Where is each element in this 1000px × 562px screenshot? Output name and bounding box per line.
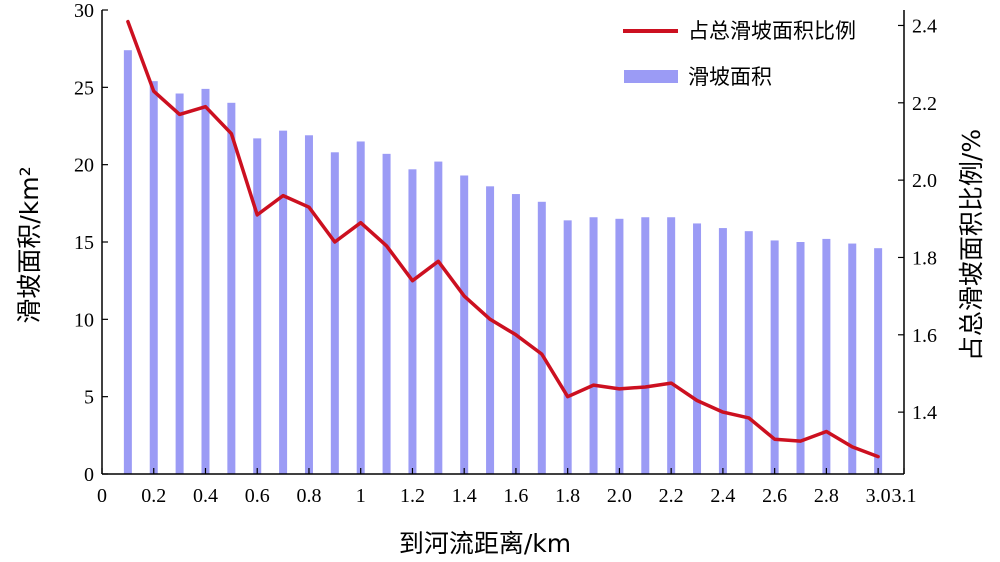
y-tick-label: 5 xyxy=(84,387,94,409)
y2-tick-label: 1.4 xyxy=(912,402,937,424)
bar xyxy=(667,217,676,474)
y2-tick-label: 2.0 xyxy=(912,170,937,192)
bar xyxy=(149,81,158,474)
y-axis-label: 滑坡面积/km² xyxy=(15,166,44,323)
bar xyxy=(330,152,339,474)
x-tick-label: 2.8 xyxy=(814,485,839,507)
bar xyxy=(382,153,391,474)
axes xyxy=(101,9,905,475)
y2-tick-label: 1.6 xyxy=(912,325,937,347)
bar xyxy=(175,93,184,475)
x-tick-label: 0.6 xyxy=(245,485,270,507)
bar xyxy=(123,50,132,475)
y-tick-label: 10 xyxy=(74,309,94,331)
x-tick-label: 2.0 xyxy=(607,485,632,507)
y-tick-label: 30 xyxy=(74,0,94,22)
bar xyxy=(770,240,779,474)
bar xyxy=(460,175,469,474)
line-series-layer xyxy=(126,19,880,459)
bar xyxy=(304,135,313,474)
x-tick-label: 1.6 xyxy=(503,485,528,507)
bar xyxy=(615,218,624,474)
x-tick-label: 1 xyxy=(356,485,366,507)
bar xyxy=(563,220,572,474)
bar xyxy=(253,138,262,474)
x-tick-label: 2.2 xyxy=(659,485,684,507)
x-axis-label: 到河流距离/km xyxy=(399,529,571,558)
legend-bar-swatch xyxy=(624,70,678,83)
y2-tick-label: 2.2 xyxy=(912,93,937,115)
bar xyxy=(434,161,443,474)
series-line xyxy=(126,19,880,459)
y-tick-label: 0 xyxy=(84,464,94,486)
y-tick-label: 15 xyxy=(74,232,94,254)
tick-labels: 0 0.2 0.4 0.6 0.8 1 1.2 1.4 1.6 1.8 2.0 2.2 2.4 2.6 2.… xyxy=(74,0,937,507)
bar xyxy=(408,169,417,474)
x-tick-label: 0 xyxy=(97,485,107,507)
bar xyxy=(641,217,650,474)
legend-bar-label: 滑坡面积 xyxy=(688,65,772,89)
bar xyxy=(848,243,857,474)
bar xyxy=(537,201,546,474)
x-tick-label: 2.6 xyxy=(762,485,787,507)
x-tick-label: 1.2 xyxy=(400,485,425,507)
x-tick-label: 3.0 xyxy=(866,485,891,507)
bar xyxy=(744,231,753,474)
bar xyxy=(693,223,702,474)
x-tick-label: 2.4 xyxy=(710,485,735,507)
bar xyxy=(227,102,236,475)
legend-line-label: 占总滑坡面积比例 xyxy=(688,19,856,43)
bar xyxy=(201,88,210,474)
y2-tick-label: 1.8 xyxy=(912,247,937,269)
bar xyxy=(486,186,495,474)
x-tick-label: 0.4 xyxy=(193,485,218,507)
bar-series xyxy=(123,50,883,475)
x-tick-label: 3.1 xyxy=(892,485,917,507)
x-tick-label: 0.2 xyxy=(141,485,166,507)
bar xyxy=(356,141,365,474)
bar xyxy=(796,242,805,474)
y2-tick-label: 2.4 xyxy=(912,15,937,37)
x-tick-label: 1.8 xyxy=(555,485,580,507)
x-tick-label: 1.4 xyxy=(452,485,477,507)
x-tick-label: 0.8 xyxy=(296,485,321,507)
y-tick-label: 20 xyxy=(74,155,94,177)
bar xyxy=(279,130,288,474)
bar xyxy=(718,228,727,474)
y2-axis-label: 占总滑坡面积比例/% xyxy=(957,129,986,361)
bar xyxy=(589,217,598,474)
legend: 占总滑坡面积比例 滑坡面积 xyxy=(623,19,856,89)
bar xyxy=(874,248,883,474)
bar xyxy=(822,238,831,474)
y-tick-label: 25 xyxy=(74,77,94,99)
